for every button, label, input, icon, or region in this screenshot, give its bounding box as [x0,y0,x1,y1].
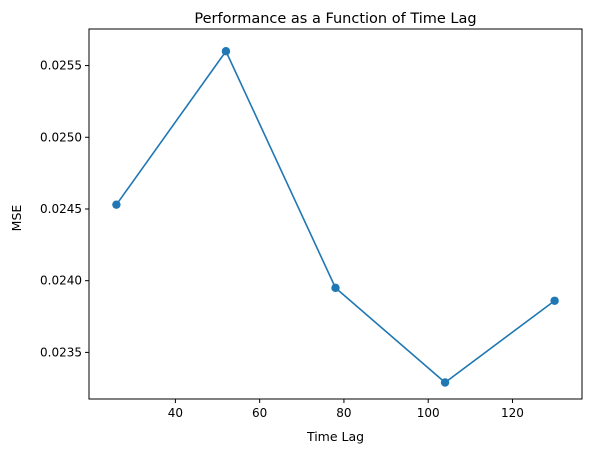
plot-area: 40 60 80 100 120 0.02350.02400.02450.02500.0… [40,28,583,420]
y-tick-label: 0.0255 [40,59,82,73]
data-point [112,200,121,209]
x-tick-label: 40 [168,406,183,420]
x-tick-label: 80 [336,406,351,420]
y-axis: 0.0235 0.0240 0.0245 0.0250 0.0255 [40,59,89,359]
data-point [550,296,559,305]
plot-frame [88,28,583,400]
chart-title: Performance as a Function of Time Lag [194,11,476,27]
x-tick-label: 60 [252,406,267,420]
x-axis-label: Time Lag [306,429,364,444]
data-point [331,283,340,293]
x-tick-label: 100 [417,406,440,420]
x-axis: 40 60 80 100 120 [168,399,524,420]
y-tick-label: 0.0245 [40,202,82,216]
y-axis-label: MSE [9,205,24,232]
series-layer [112,47,559,387]
series-line [115,49,556,384]
data-point [221,47,231,56]
y-tick-label: 0.0240 [40,274,82,288]
data-point [440,378,450,387]
x-tick-label: 120 [501,406,524,420]
y-tick-label: 0.0250 [40,130,82,144]
y-tick-label: 0.0235 [40,345,82,359]
